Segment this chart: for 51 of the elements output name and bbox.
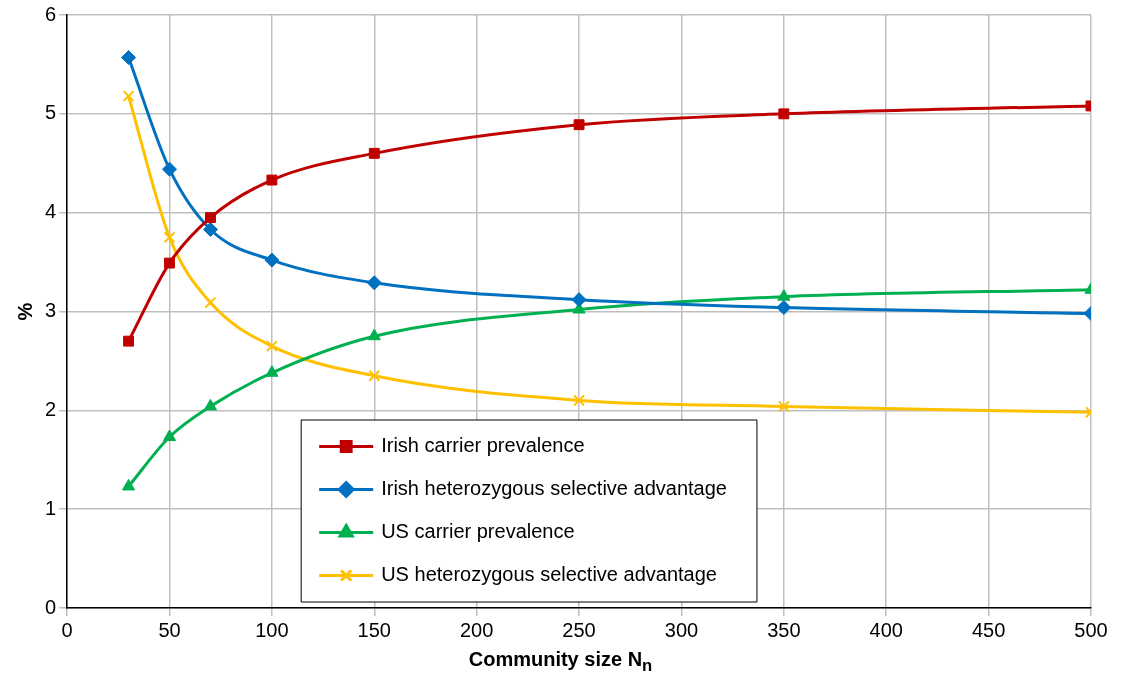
x-tick-label: 100 — [255, 618, 289, 641]
x-tick-label: 150 — [357, 618, 391, 641]
x-tick-label: 450 — [971, 618, 1006, 641]
y-tick-label: 4 — [45, 200, 57, 223]
point — [265, 340, 278, 353]
y-tick-label: 1 — [45, 496, 57, 519]
point — [122, 90, 135, 102]
y-tick-label: 6 — [45, 2, 57, 25]
x-tick-label: 200 — [459, 618, 494, 641]
point — [367, 328, 381, 341]
legend-label: US carrier prevalence — [381, 520, 575, 543]
point — [162, 161, 178, 177]
point — [366, 275, 382, 291]
point — [266, 174, 278, 186]
point — [205, 212, 216, 224]
point — [573, 394, 586, 407]
y-axis-title: % — [13, 302, 36, 321]
point — [202, 221, 218, 237]
legend-label: Irish heterozygous selective advantage — [381, 477, 727, 500]
point — [163, 231, 176, 244]
y-tick-label: 2 — [45, 397, 57, 420]
legend-label: Irish carrier prevalence — [381, 434, 585, 457]
point — [777, 400, 790, 413]
point — [368, 147, 380, 159]
x-tick-label: 300 — [664, 618, 699, 641]
y-tick-label: 5 — [45, 101, 57, 124]
point — [121, 478, 136, 491]
x-tick-label: 50 — [158, 618, 181, 641]
point — [121, 50, 137, 65]
y-tick-label: 3 — [45, 299, 57, 322]
y-tick-label: 0 — [45, 595, 57, 618]
legend-label: US heterozygous selective advantage — [381, 563, 717, 586]
point — [571, 292, 587, 308]
x-tick-label: 350 — [767, 618, 801, 641]
x-tick-label: 250 — [562, 618, 596, 641]
point — [162, 429, 177, 442]
point — [123, 335, 135, 347]
x-axis-title: Community size N$_{n}$ — [467, 648, 654, 676]
point — [368, 369, 381, 382]
point — [265, 365, 279, 377]
point — [203, 398, 218, 411]
point — [776, 300, 792, 316]
x-tick-label: 400 — [869, 618, 903, 641]
point — [573, 119, 585, 131]
x-tick-label: 500 — [1074, 618, 1108, 641]
point — [204, 296, 217, 309]
point — [777, 289, 791, 301]
point — [778, 108, 790, 120]
point — [164, 257, 175, 269]
x-tick-label: 0 — [61, 618, 73, 641]
point — [264, 252, 280, 268]
